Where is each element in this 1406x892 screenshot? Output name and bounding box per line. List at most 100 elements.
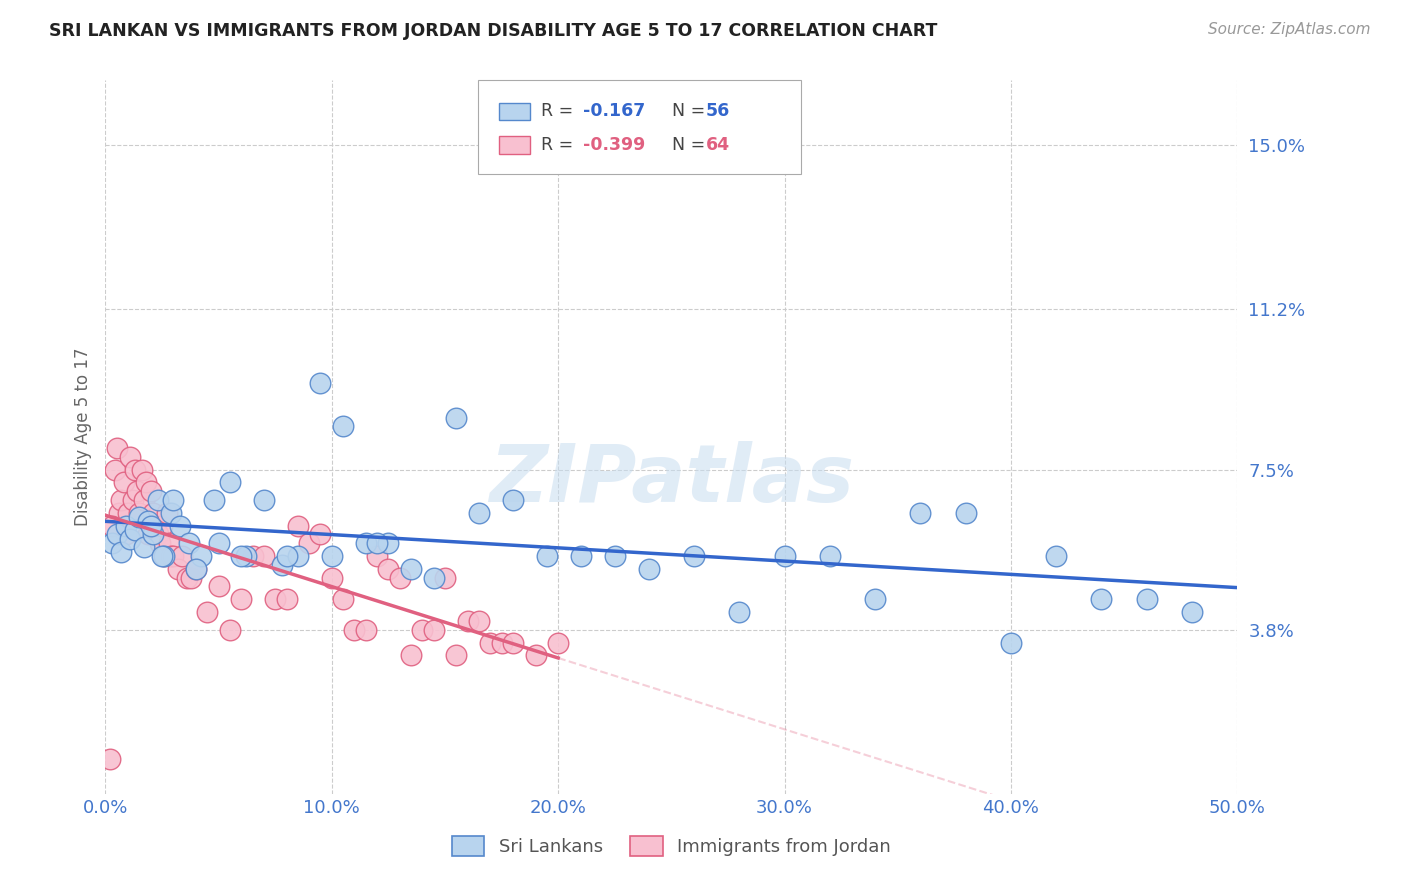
Point [160, 549, 183, 563]
Point [388, 571, 411, 585]
Point [184, 562, 207, 576]
Point [446, 648, 468, 663]
Point [818, 549, 841, 563]
Point [569, 549, 592, 563]
Text: N =: N = [661, 103, 716, 120]
Point [502, 492, 524, 507]
Point [127, 484, 149, 499]
Point [138, 527, 160, 541]
Point [150, 518, 173, 533]
Point [143, 518, 166, 533]
Point [132, 541, 155, 555]
Point [110, 492, 132, 507]
Point [253, 492, 276, 507]
Point [491, 635, 513, 649]
Point [124, 523, 146, 537]
Point [287, 518, 309, 533]
Point [332, 419, 354, 434]
Point [457, 614, 479, 628]
Text: 64: 64 [706, 136, 730, 154]
Point [253, 549, 276, 563]
Point [354, 536, 377, 550]
Point [108, 506, 131, 520]
Point [910, 506, 932, 520]
Text: R =: R = [541, 136, 585, 154]
Point [547, 635, 569, 649]
Point [366, 549, 388, 563]
Point [208, 536, 231, 550]
Point [422, 623, 444, 637]
Point [153, 549, 176, 563]
Point [160, 506, 183, 520]
Point [231, 592, 253, 607]
Point [128, 510, 150, 524]
Point [110, 544, 132, 558]
Point [180, 571, 202, 585]
Point [271, 558, 294, 572]
Point [157, 536, 180, 550]
Point [1136, 592, 1159, 607]
Point [502, 635, 524, 649]
Point [120, 450, 142, 464]
Point [167, 562, 190, 576]
Point [411, 623, 433, 637]
Point [150, 549, 173, 563]
Point [231, 549, 253, 563]
Point [120, 532, 142, 546]
Point [124, 462, 146, 476]
Point [446, 410, 468, 425]
Point [208, 579, 231, 593]
Text: Source: ZipAtlas.com: Source: ZipAtlas.com [1208, 22, 1371, 37]
Point [132, 492, 155, 507]
Point [114, 518, 136, 533]
Text: R =: R = [541, 103, 585, 120]
Point [637, 562, 659, 576]
Point [195, 605, 218, 619]
Point [468, 506, 491, 520]
Point [399, 562, 422, 576]
Point [149, 536, 172, 550]
Point [179, 536, 201, 550]
Point [863, 592, 886, 607]
Legend: Sri Lankans, Immigrants from Jordan: Sri Lankans, Immigrants from Jordan [444, 829, 898, 863]
Point [955, 506, 977, 520]
Point [433, 571, 456, 585]
Point [1181, 605, 1204, 619]
Text: N =: N = [661, 136, 716, 154]
Y-axis label: Disability Age 5 to 17: Disability Age 5 to 17 [73, 348, 91, 526]
Point [309, 527, 332, 541]
Point [1045, 549, 1067, 563]
Point [309, 376, 332, 390]
Point [366, 536, 388, 550]
Point [276, 549, 298, 563]
Point [287, 549, 309, 563]
Point [1090, 592, 1112, 607]
Point [103, 462, 125, 476]
Point [131, 462, 153, 476]
Point [422, 571, 444, 585]
Point [105, 441, 128, 455]
Point [524, 648, 547, 663]
Point [190, 549, 212, 563]
Point [162, 492, 184, 507]
Point [146, 527, 169, 541]
Point [219, 623, 242, 637]
Point [219, 475, 242, 490]
Point [1000, 635, 1022, 649]
Point [603, 549, 626, 563]
Point [128, 506, 150, 520]
Point [146, 492, 169, 507]
Point [399, 648, 422, 663]
Point [135, 475, 157, 490]
Point [298, 536, 321, 550]
Point [354, 623, 377, 637]
Point [202, 492, 225, 507]
Point [343, 623, 366, 637]
Point [105, 527, 128, 541]
Point [332, 592, 354, 607]
Point [536, 549, 558, 563]
Point [139, 518, 162, 533]
Point [377, 562, 399, 576]
Point [139, 484, 162, 499]
Point [121, 492, 143, 507]
